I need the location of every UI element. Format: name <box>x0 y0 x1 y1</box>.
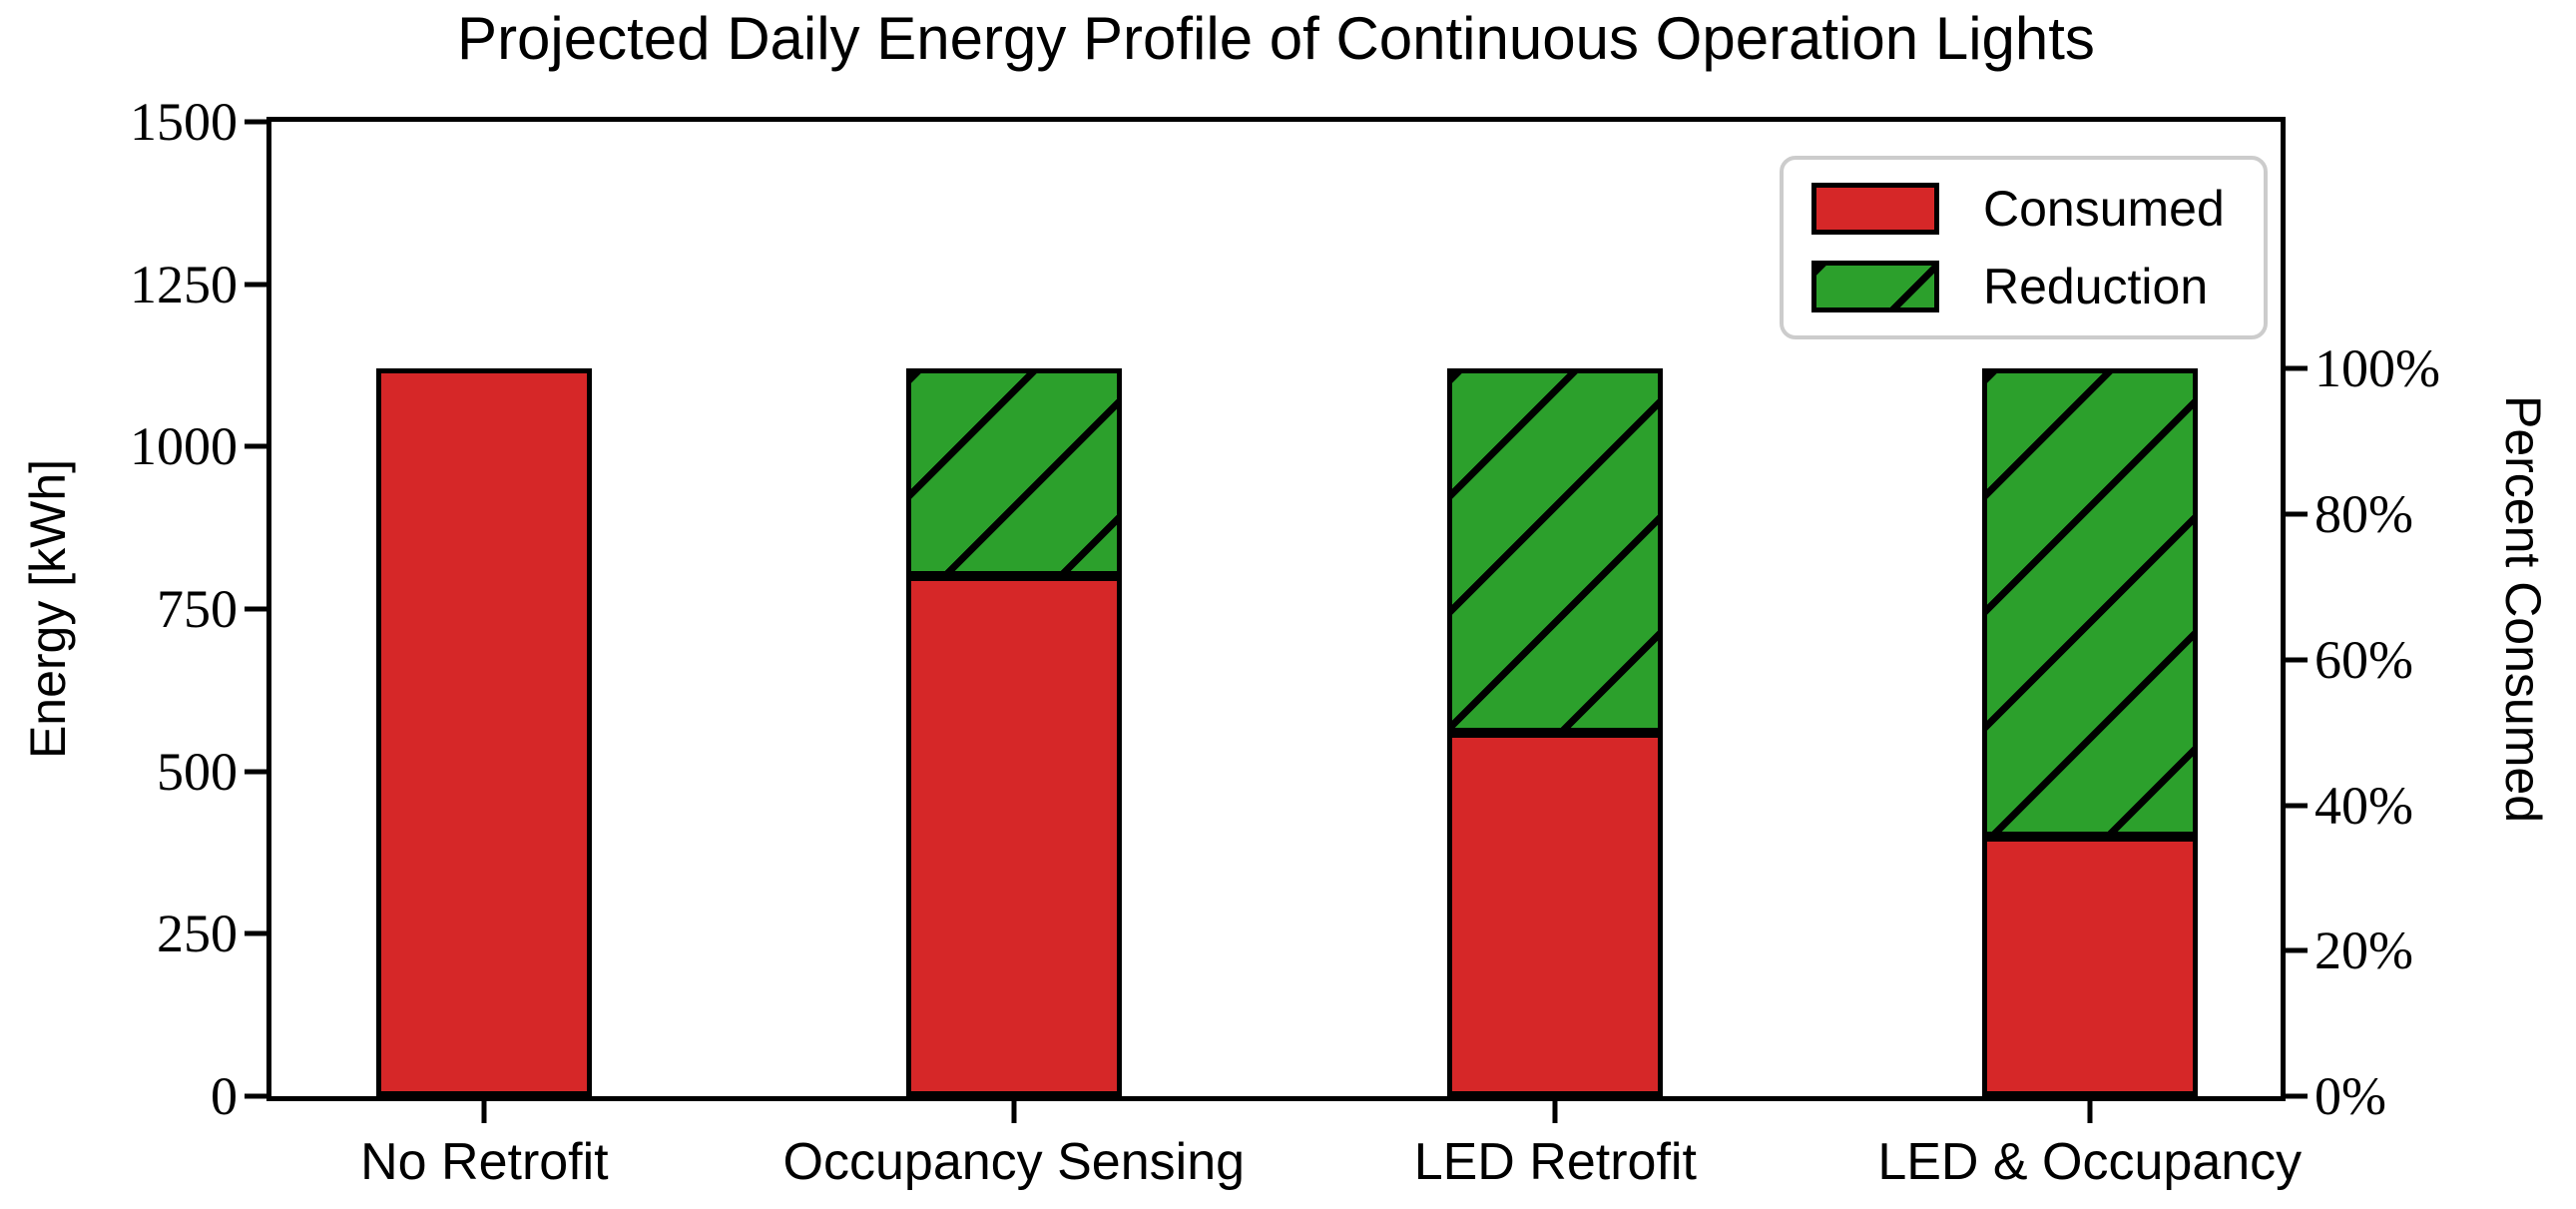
bar-segment-reduction <box>905 368 1122 577</box>
y-tick-label-left: 500 <box>157 741 238 802</box>
x-tick-label: LED Retrofit <box>1413 1133 1697 1191</box>
y-tick-label-right: 0% <box>2315 1066 2386 1126</box>
x-tick-label: Occupancy Sensing <box>782 1133 1246 1191</box>
y-tick-left <box>245 443 266 449</box>
x-tick <box>1552 1101 1558 1123</box>
legend-item-reduction: Reduction <box>1811 261 2264 312</box>
y-axis-label-right: Percent Consumed <box>2495 394 2551 824</box>
y-tick-left <box>245 282 266 288</box>
bar-segment-consumed <box>376 368 593 1096</box>
legend-swatch-consumed <box>1811 183 1939 235</box>
plot-area: Consumed Reduction 0 250 500 750 1000 1250 150… <box>130 95 2440 1188</box>
y-tick-label-right: 40% <box>2315 775 2413 836</box>
x-tick-label: LED & Occupancy <box>1877 1133 2303 1191</box>
legend: Consumed Reduction <box>1780 156 2268 339</box>
y-tick-right <box>2286 1093 2308 1099</box>
y-tick-label-left: 0 <box>211 1066 238 1126</box>
legend-swatch-reduction <box>1811 261 1939 312</box>
y-tick-label-left: 1000 <box>130 416 238 477</box>
y-tick-right <box>2286 947 2308 953</box>
y-tick-label-right: 80% <box>2315 484 2413 545</box>
y-tick-label-left: 1500 <box>130 92 238 152</box>
y-tick-left <box>245 606 266 612</box>
y-tick-left <box>245 119 266 125</box>
legend-label-reduction: Reduction <box>1983 259 2209 314</box>
x-tick <box>1011 1101 1017 1123</box>
x-tick-label: No Retrofit <box>360 1133 609 1191</box>
bar-segment-consumed <box>1447 732 1664 1096</box>
y-tick-right <box>2286 657 2308 663</box>
y-tick-right <box>2286 365 2308 371</box>
y-tick-left <box>245 769 266 775</box>
y-axis-label-left: Energy [kWh] <box>20 458 76 760</box>
y-tick-right <box>2286 803 2308 809</box>
y-tick-label-right: 100% <box>2315 338 2440 399</box>
y-tick-label-right: 20% <box>2315 920 2413 981</box>
y-tick-label-left: 750 <box>157 579 238 639</box>
x-tick <box>481 1101 487 1123</box>
legend-label-consumed: Consumed <box>1983 181 2225 237</box>
bar-segment-consumed <box>1981 836 2198 1096</box>
bar-segment-reduction <box>1981 368 2198 837</box>
y-tick-right <box>2286 511 2308 517</box>
bar-segment-consumed <box>905 576 1122 1096</box>
legend-item-consumed: Consumed <box>1811 183 2264 235</box>
y-tick-label-left: 250 <box>157 904 238 964</box>
y-tick-left <box>245 1093 266 1099</box>
chart-title: Projected Daily Energy Profile of Contin… <box>457 5 2095 72</box>
y-tick-left <box>245 930 266 936</box>
bar-segment-reduction <box>1447 368 1664 733</box>
y-tick-label-left: 1250 <box>130 254 238 314</box>
y-tick-label-right: 60% <box>2315 629 2413 690</box>
x-tick <box>2087 1101 2093 1123</box>
